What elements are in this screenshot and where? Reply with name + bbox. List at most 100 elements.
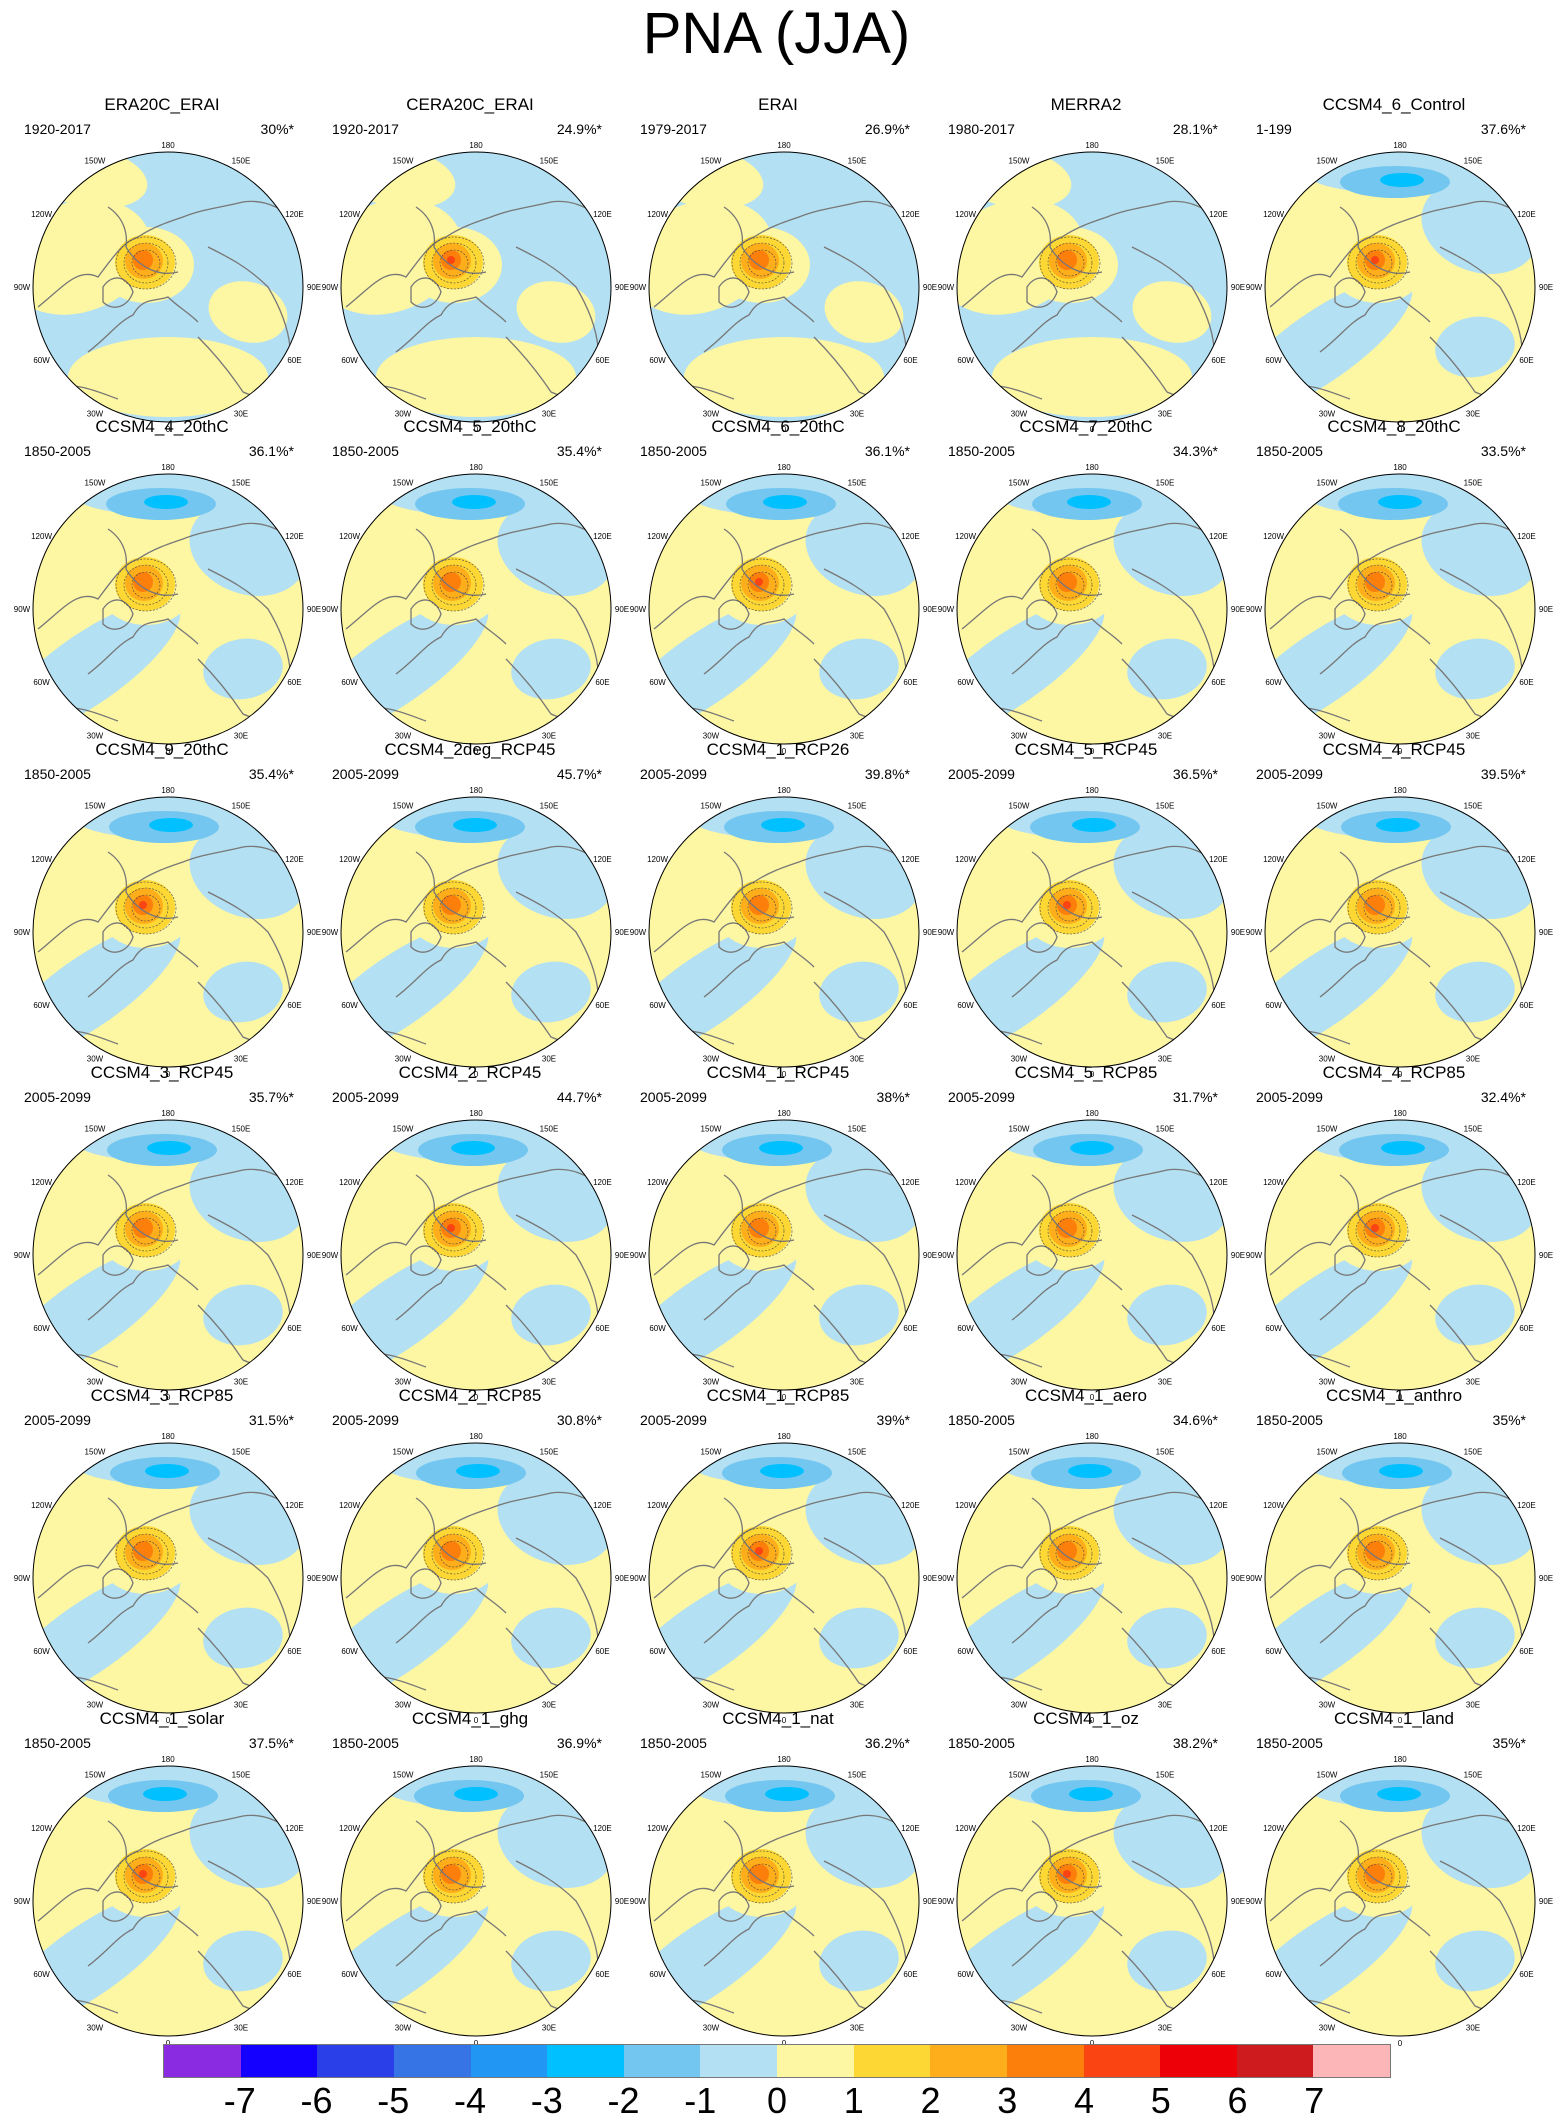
map-panel: CCSM4_7_20thC 1850-2005 34.3%* 180 150W 150E 1… [936,417,1245,756]
colorbar-swatch [700,2045,777,2077]
map-field [957,797,1227,1067]
longitude-label: 90W [1246,283,1263,292]
longitude-label: 150E [232,1125,251,1134]
longitude-label: 60E [595,1001,609,1010]
panel-variance-percent: 39.5%* [1480,766,1526,782]
polar-map: 180 150W 150E 120W 120E 90W 90E 60W 60E 30W 30E 0 [630,463,937,756]
longitude-label: 180 [1393,1109,1407,1118]
longitude-label: 180 [777,1109,791,1118]
longitude-label: 150E [540,1771,559,1780]
panel-variance-percent: 35.4%* [556,443,602,459]
panel-title: CCSM4_1_RCP26 [706,740,850,759]
longitude-label: 120W [31,1178,52,1187]
colorbar-swatch [623,2045,701,2077]
longitude-label: 0 [474,1070,479,1079]
longitude-label: 180 [777,463,791,472]
longitude-label: 30W [395,1054,412,1063]
longitude-label: 60W [957,1001,974,1010]
colorbar-swatch [393,2045,471,2077]
longitude-label: 0 [166,1070,171,1079]
longitude-label: 150W [393,1448,414,1457]
longitude-label: 0 [166,1716,171,1725]
longitude-label: 90W [322,928,339,937]
longitude-label: 60E [903,678,917,687]
map-field [649,152,919,422]
longitude-label: 60E [1519,1001,1533,1010]
polar-map: 180 150W 150E 120W 120E 90W 90E 60W 60E 30W 30E 0 [1246,1109,1553,1402]
polar-map: 180 150W 150E 120W 120E 90W 90E 60W 60E 30W 30E 0 [14,786,321,1079]
polar-map: 180 150W 150E 120W 120E 90W 90E 60W 60E 30W 30E 0 [14,141,321,434]
longitude-label: 180 [161,463,175,472]
longitude-label: 150E [1156,1125,1175,1134]
longitude-label: 60W [1265,356,1282,365]
longitude-label: 150W [1317,157,1338,166]
longitude-label: 150E [232,479,251,488]
panel-title: CCSM4_2deg_RCP45 [384,740,556,759]
longitude-label: 150W [1317,802,1338,811]
longitude-label: 30E [1158,409,1172,418]
longitude-label: 120E [1517,1501,1536,1510]
longitude-label: 60W [1265,1324,1282,1333]
longitude-label: 90E [923,605,937,614]
panel-variance-percent: 31.5%* [248,1412,294,1428]
longitude-label: 30E [234,1054,248,1063]
polar-map: 180 150W 150E 120W 120E 90W 90E 60W 60E 30W 30E 0 [322,786,629,1079]
panel-period: 1980-2017 [948,121,1015,137]
longitude-label: 0 [1090,425,1095,434]
longitude-label: 120W [1263,210,1284,219]
longitude-label: 150W [1009,1448,1030,1457]
longitude-label: 60E [903,1647,917,1656]
colorbar-swatch [164,2045,241,2077]
longitude-label: 60W [33,356,50,365]
longitude-label: 0 [166,425,171,434]
longitude-label: 90E [1231,928,1245,937]
longitude-label: 150E [540,1448,559,1457]
longitude-label: 90W [938,1574,955,1583]
polar-map: 180 150W 150E 120W 120E 90W 90E 60W 60E 30W 30E 0 [1246,141,1553,434]
longitude-label: 0 [474,1716,479,1725]
panel-title: CCSM4_4_RCP85 [1322,1063,1466,1082]
longitude-label: 60W [649,1647,666,1656]
longitude-label: 30W [1011,409,1028,418]
panel-period: 2005-2099 [948,766,1015,782]
panel-period: 2005-2099 [24,1412,91,1428]
polar-map: 180 150W 150E 120W 120E 90W 90E 60W 60E 30W 30E 0 [938,1432,1245,1725]
longitude-label: 30E [234,1377,248,1386]
longitude-label: 30W [1011,731,1028,740]
longitude-label: 90E [615,928,629,937]
panel-period: 1850-2005 [948,443,1015,459]
longitude-label: 60W [649,1001,666,1010]
longitude-label: 90W [938,605,955,614]
colorbar-swatch [240,2045,318,2077]
longitude-label: 120W [1263,855,1284,864]
panel-period: 1850-2005 [1256,1735,1323,1751]
panel-period: 1850-2005 [1256,1412,1323,1428]
longitude-label: 0 [782,747,787,756]
longitude-label: 90W [630,1251,647,1260]
longitude-label: 30W [1319,1054,1336,1063]
panel-variance-percent: 24.9%* [556,121,602,137]
longitude-label: 180 [161,1755,175,1764]
longitude-label: 120W [339,532,360,541]
longitude-label: 90E [1231,605,1245,614]
panel-title: CCSM4_1_anthro [1325,1386,1463,1405]
longitude-label: 0 [1090,747,1095,756]
longitude-label: 180 [1393,1432,1407,1441]
panel-variance-percent: 34.3%* [1172,443,1218,459]
colorbar-tick-label: -4 [453,2080,487,2121]
panel-variance-percent: 44.7%* [556,1089,602,1105]
longitude-label: 0 [782,1070,787,1079]
polar-map: 180 150W 150E 120W 120E 90W 90E 60W 60E 30W 30E 0 [630,1755,937,2048]
longitude-label: 150E [232,1448,251,1457]
longitude-label: 120W [339,855,360,864]
longitude-label: 120W [31,532,52,541]
polar-map: 180 150W 150E 120W 120E 90W 90E 60W 60E 30W 30E 0 [14,1109,321,1402]
polar-map: 180 150W 150E 120W 120E 90W 90E 60W 60E 30W 30E 0 [630,141,937,434]
longitude-label: 120W [339,1178,360,1187]
longitude-label: 60W [649,1324,666,1333]
panel-period: 2005-2099 [332,766,399,782]
longitude-label: 30W [87,731,104,740]
longitude-label: 30W [395,2023,412,2032]
panel-title: CCSM4_5_20thC [403,417,537,436]
longitude-label: 60W [33,1970,50,1979]
